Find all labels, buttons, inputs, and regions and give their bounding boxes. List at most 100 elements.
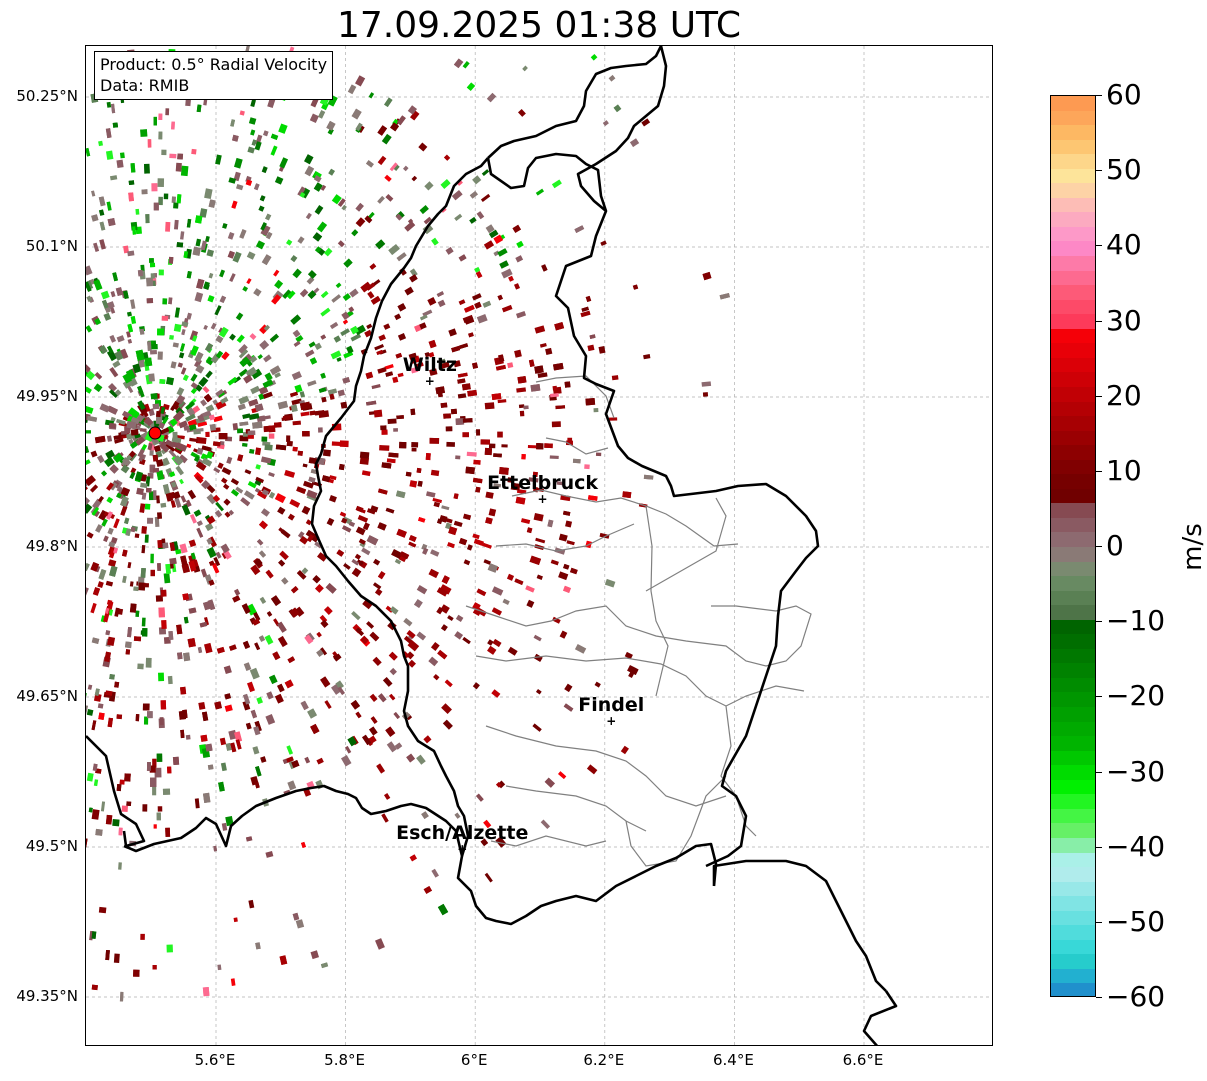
colorbar-segment — [1051, 925, 1095, 941]
radar-echo-bin — [265, 213, 272, 221]
radar-echo-bin — [245, 366, 258, 378]
radar-echo-bin — [306, 276, 315, 285]
radar-echo-bin — [343, 563, 351, 570]
radar-echo-bin — [580, 310, 591, 318]
radar-echo-bin — [522, 65, 528, 72]
radar-echo-bin — [359, 451, 370, 459]
radar-echo-bin — [266, 691, 274, 700]
radar-echo-bin — [309, 113, 319, 123]
radar-echo-bin — [468, 332, 474, 338]
radar-echo-bin — [128, 192, 134, 202]
radar-echo-bin — [93, 383, 103, 392]
radar-echo-bin — [135, 610, 140, 617]
radar-echo-bin — [404, 221, 416, 232]
radar-echo-bin — [218, 326, 229, 338]
radar-echo-bin — [133, 586, 139, 592]
radar-echo-bin — [558, 571, 569, 581]
radar-echo-bin — [86, 364, 91, 372]
radar-echo-bin — [493, 483, 502, 488]
radar-echo-bin — [492, 638, 502, 648]
radar-echo-bin — [378, 334, 386, 342]
lon-tick-label: 5.8°E — [324, 1051, 366, 1069]
radar-echo-bin — [284, 679, 294, 689]
colorbar-segment — [1051, 968, 1095, 985]
radar-echo-bin — [279, 550, 289, 561]
radar-echo-bin — [282, 758, 288, 765]
radar-echo-bin — [205, 743, 213, 752]
radar-echo-bin — [228, 509, 235, 516]
radar-echo-bin — [300, 700, 309, 711]
radar-echo-bin — [405, 471, 412, 477]
colorbar-tick-label: 20 — [1106, 378, 1142, 412]
radar-echo-bin — [109, 565, 118, 577]
radar-echo-bin — [86, 704, 88, 716]
radar-echo-bin — [433, 674, 440, 681]
radar-echo-bin — [167, 766, 172, 774]
radar-echo-bin — [195, 461, 207, 471]
radar-echo-bin — [116, 714, 123, 720]
radar-echo-bin — [304, 634, 314, 645]
radar-echo-bin — [464, 304, 475, 313]
radar-echo-bin — [260, 756, 267, 763]
radar-echo-bin — [296, 570, 307, 580]
radar-echo-bin — [632, 284, 639, 290]
colorbar-segment — [1051, 677, 1095, 694]
radar-echo-bin — [264, 634, 274, 645]
radar-echo-bin — [540, 819, 551, 830]
radar-echo-bin — [386, 458, 396, 464]
radar-echo-bin — [86, 586, 89, 597]
radar-echo-bin — [245, 722, 252, 730]
radar-echo-bin — [414, 599, 423, 608]
city-label: Wiltz — [403, 354, 457, 376]
radar-echo-bin — [593, 408, 599, 413]
radar-echo-bin — [155, 459, 164, 467]
radar-echo-bin — [558, 771, 567, 779]
radar-echo-bin — [450, 408, 458, 415]
radar-echo-bin — [374, 344, 384, 351]
radar-echo-bin — [482, 542, 492, 549]
colorbar-tick-mark — [1096, 921, 1102, 923]
colorbar-tick-mark — [1096, 470, 1102, 472]
colorbar-segment — [1051, 197, 1095, 214]
radar-echo-bin — [536, 689, 542, 695]
map-panel[interactable]: + Wiltz + Ettelbruck + Findel + Esch/Alzette — [85, 45, 993, 1046]
radar-echo-bin — [146, 711, 153, 719]
radar-echo-bin — [287, 656, 296, 664]
radar-echo-bin — [419, 322, 427, 330]
radar-echo-bin — [127, 250, 135, 257]
radar-echo-bin — [474, 301, 482, 309]
radar-echo-bin — [393, 428, 398, 432]
radar-echo-bin — [161, 315, 169, 321]
radar-echo-bin — [91, 190, 96, 197]
radar-echo-bin — [139, 428, 147, 432]
radar-echo-bin — [284, 469, 296, 478]
radar-echo-bin — [105, 814, 113, 825]
radar-echo-bin — [549, 455, 559, 460]
radar-echo-bin — [145, 657, 152, 668]
radar-echo-bin — [104, 306, 111, 313]
radar-echo-bin — [181, 504, 191, 516]
radar-echo-bin — [213, 556, 221, 567]
radar-echo-bin — [409, 268, 418, 277]
lat-tick-label: 49.95°N — [16, 387, 78, 405]
radar-echo-bin — [98, 196, 106, 207]
radar-map[interactable]: +Wiltz+Ettelbruck+Findel+Esch/Alzette — [86, 46, 993, 1046]
radar-echo-bin — [118, 827, 123, 836]
radar-echo-bin — [472, 477, 483, 484]
radar-echo-bin — [302, 463, 308, 468]
colorbar-segment — [1051, 852, 1095, 869]
radar-echo-bin — [153, 490, 157, 500]
radar-echo-bin — [554, 322, 565, 331]
radar-echo-bin — [162, 542, 169, 549]
radar-echo-bin — [314, 410, 325, 416]
radar-echo-bin — [230, 978, 236, 986]
radar-echo-bin — [175, 394, 186, 405]
radar-echo-bin — [411, 441, 419, 448]
radar-echo-bin — [112, 360, 121, 368]
luxembourg-germany-border — [486, 152, 820, 868]
city-markers: +Wiltz+Ettelbruck+Findel+Esch/Alzette — [396, 354, 644, 856]
france-germany-border — [862, 990, 898, 1045]
radar-echo-bin — [230, 119, 236, 127]
radar-echo-bin — [123, 290, 129, 299]
radar-echo-bin — [555, 405, 566, 410]
